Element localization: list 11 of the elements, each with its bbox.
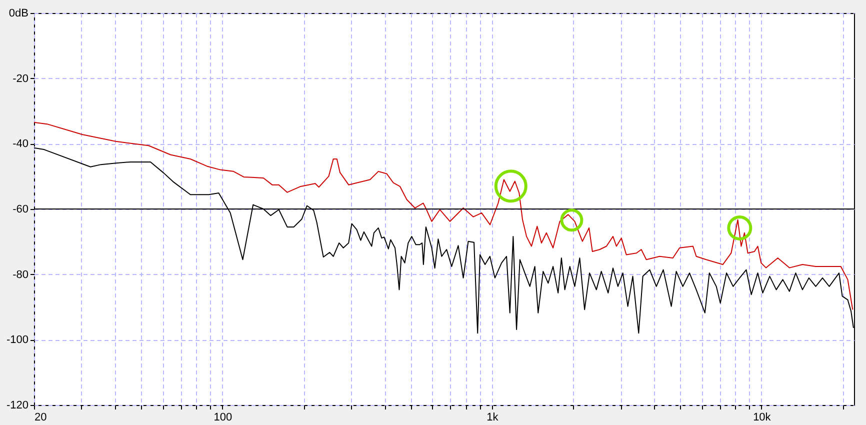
x-tick-label: 20: [34, 412, 47, 424]
x-tick-label: 100: [214, 412, 232, 424]
x-tick-label: 10k: [753, 412, 772, 424]
y-tick-label: -20: [12, 72, 28, 85]
y-tick-label: -60: [12, 204, 28, 216]
y-tick-label: -80: [12, 268, 28, 281]
y-tick-label: -40: [12, 138, 28, 150]
y-tick-label: -120: [6, 400, 28, 412]
y-tick-label: -100: [6, 334, 28, 346]
x-tick-label: 1k: [486, 412, 499, 424]
y-tick-label: 0dB: [8, 8, 28, 20]
